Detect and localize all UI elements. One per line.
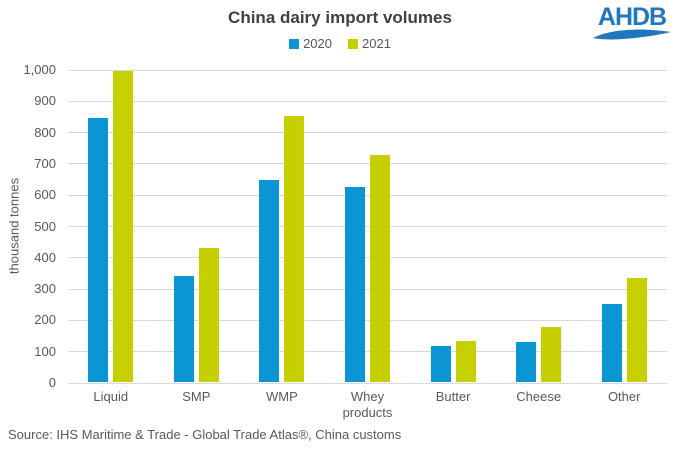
x-category-label-whey-products: Whey products <box>342 389 393 421</box>
legend-label: 2021 <box>362 36 391 51</box>
gridline-500 <box>68 226 667 227</box>
bar-2021-whey-products <box>370 155 390 382</box>
x-category-label-wmp: WMP <box>266 389 298 404</box>
bar-2020-wmp <box>259 180 280 382</box>
y-tick-label: 400 <box>34 249 56 265</box>
gridline-0 <box>68 382 667 384</box>
y-tick-label: 500 <box>34 218 56 234</box>
ahdb-logo-swoosh-icon <box>593 29 671 40</box>
gridline-100 <box>68 351 667 353</box>
bar-2021-other <box>626 277 647 382</box>
bar-2021-cheese <box>541 326 562 382</box>
gridline-700 <box>68 163 667 165</box>
bar-2020-cheese <box>516 341 537 382</box>
x-axis-labels: Liquid SMP WMP Whey products Butter Cheese Oth… <box>68 389 667 425</box>
legend-swatch-2021 <box>348 38 358 49</box>
bar-2021-butter <box>455 341 476 382</box>
y-tick-label: 900 <box>34 93 56 109</box>
x-category-label-butter: Butter <box>435 389 471 404</box>
gridline-300 <box>68 288 667 290</box>
bar-2021-smp <box>198 248 219 382</box>
y-tick-label: 300 <box>34 281 56 297</box>
gridline-400 <box>68 257 667 259</box>
x-category-label-smp: SMP <box>182 389 211 404</box>
y-tick-label: 0 <box>48 375 56 390</box>
legend-item-2020: 2020 <box>289 36 332 51</box>
y-tick-label: 1,000 <box>23 62 56 77</box>
bar-2020-smp <box>173 276 194 382</box>
y-axis-ticks: 0 100 200 300 400 500 600 700 800 900 1,000 <box>0 62 56 390</box>
ahdb-logo: AHDB <box>592 5 672 43</box>
legend-swatch-2020 <box>289 38 300 49</box>
bar-2020-butter <box>430 346 451 382</box>
x-category-label-cheese: Cheese <box>516 389 562 404</box>
x-category-label-other: Other <box>607 389 641 404</box>
chart-legend: 2020 2021 <box>0 36 680 51</box>
ahdb-logo-text: AHDB <box>597 3 667 31</box>
y-tick-label: 600 <box>34 187 56 203</box>
gridline-1000 <box>68 69 667 71</box>
plot-area <box>68 69 667 384</box>
chart-title: China dairy import volumes <box>228 8 452 27</box>
gridline-200 <box>68 319 667 321</box>
y-tick-label: 200 <box>34 312 56 328</box>
gridline-900 <box>68 100 667 102</box>
bar-2020-other <box>601 303 622 382</box>
bar-2021-liquid <box>113 70 134 382</box>
bar-2021-wmp <box>284 115 305 382</box>
gridline-600 <box>68 194 667 196</box>
source-note: Source: IHS Maritime & Trade - Global Tr… <box>8 427 402 442</box>
y-tick-label: 800 <box>34 124 56 140</box>
legend-label: 2020 <box>303 36 332 51</box>
bar-2020-whey-products <box>345 187 365 382</box>
y-tick-label: 700 <box>34 155 56 171</box>
y-tick-label: 100 <box>34 343 56 359</box>
bar-2020-liquid <box>88 117 109 382</box>
x-category-label-liquid: Liquid <box>93 389 129 404</box>
gridline-800 <box>68 132 667 134</box>
legend-item-2021: 2021 <box>348 36 391 51</box>
